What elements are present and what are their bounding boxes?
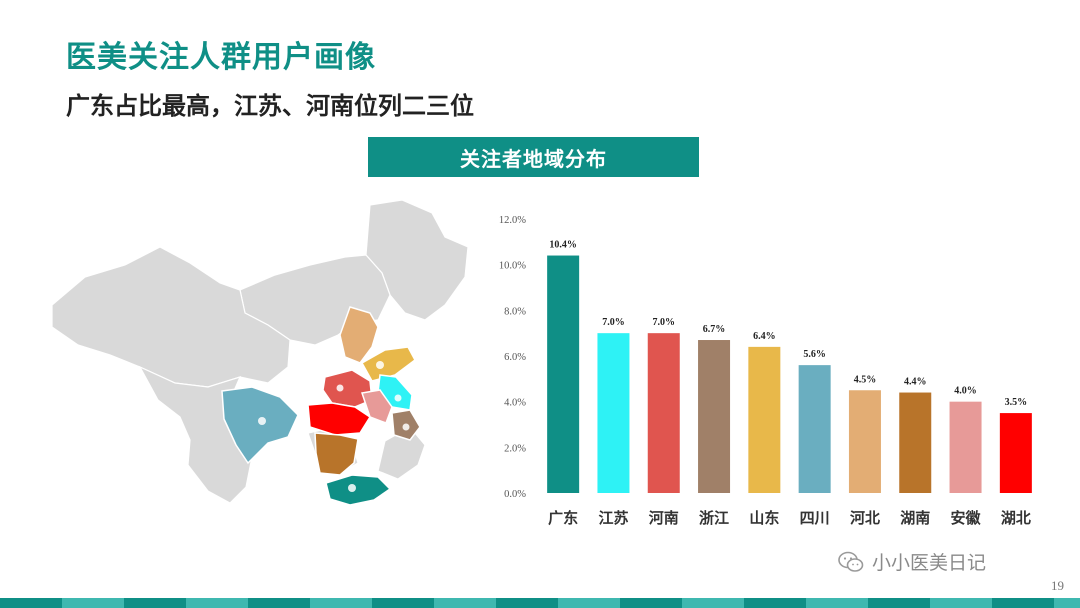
x-category-label: 湖南 [900,509,930,527]
map-hunan [314,432,359,476]
data-label: 7.0% [602,317,625,328]
bar [597,333,630,493]
wechat-icon [838,551,864,572]
x-category-label: 四川 [800,509,830,527]
x-category-label: 江苏 [598,509,628,527]
page-subtitle: 广东占比最高，江苏、河南位列二三位 [66,92,474,120]
map-marker-sichuan [258,417,266,425]
y-tick-label: 6.0% [504,352,526,363]
map-marker-guangdong [348,484,356,492]
bar [848,390,881,493]
data-label: 4.5% [854,374,877,385]
data-label: 10.4% [549,240,577,251]
map-hebei [339,306,379,364]
data-label: 7.0% [653,317,676,328]
watermark: 小小医美日记 [838,548,986,575]
data-label: 5.6% [803,349,826,360]
map-henan [322,369,373,408]
data-label: 6.7% [703,324,726,335]
bar [798,365,831,493]
x-category-label: 浙江 [699,509,729,527]
page-title: 医美关注人群用户画像 [66,40,376,75]
data-label: 4.0% [954,386,977,397]
bar [547,255,580,493]
map-marker-zhejiang [402,423,410,431]
map-anhui [361,389,393,424]
bar [698,340,731,493]
page-number: 19 [1051,578,1064,593]
x-category-label: 安徽 [951,509,982,527]
map-shandong [360,346,416,382]
map-marker-henan [336,384,344,392]
china-map [51,199,469,506]
x-category-label: 湖北 [1001,509,1031,527]
data-label: 6.4% [753,331,776,342]
x-category-label: 河北 [850,509,880,527]
bar [949,401,982,493]
map-sichuan [221,386,299,465]
bar [899,392,932,493]
y-tick-label: 8.0% [504,306,526,317]
bar [647,333,680,493]
section-banner: 关注者地域分布 [368,137,699,177]
map-marker-jiangsu [394,394,402,402]
bottom-decor-bar [0,598,1080,608]
map-marker-shandong [376,361,384,369]
x-category-label: 河南 [649,509,679,527]
y-tick-label: 12.0% [499,215,526,226]
map-hubei [307,402,372,436]
x-category-label: 广东 [548,509,578,527]
bar [748,346,781,493]
y-tick-label: 4.0% [504,398,526,409]
bar [999,413,1032,493]
y-tick-label: 0.0% [504,489,526,500]
data-label: 3.5% [1005,397,1028,408]
map-northwest-region [51,246,291,388]
y-tick-label: 2.0% [504,443,526,454]
map-guangdong [325,474,392,506]
x-category-label: 山东 [749,509,779,527]
watermark-text: 小小医美日记 [872,552,987,574]
data-label: 4.4% [904,377,927,388]
region-bar-chart: 0.0% 2.0% 4.0% 6.0% 8.0% 10.0% 12.0% 10.4% 7.0%… [499,215,1032,527]
y-tick-label: 10.0% [499,261,526,272]
